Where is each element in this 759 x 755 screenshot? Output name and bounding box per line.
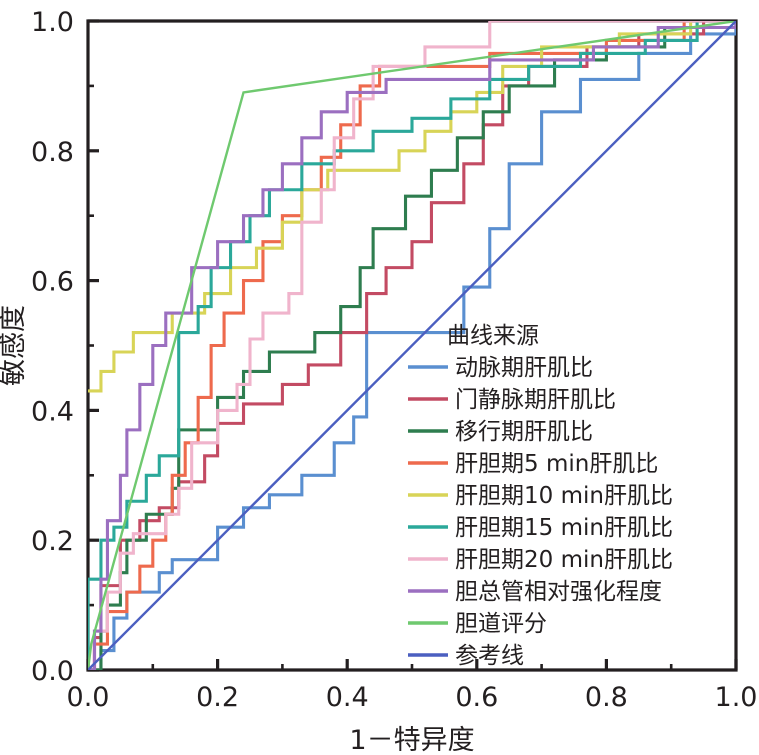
y-tick-label: 0.8 [31, 137, 74, 168]
legend-label-1: 门静脉期肝肌比 [455, 387, 616, 413]
y-axis-tick-labels: 0.0 0.2 0.4 0.6 0.8 1.0 [31, 7, 74, 687]
roc-curve-2 [88, 21, 736, 670]
legend-label-6: 肝胆期20 min肝肌比 [455, 547, 673, 573]
x-axis-title: 1－特异度 [349, 725, 474, 755]
legend-label-5: 肝胆期15 min肝肌比 [455, 515, 673, 541]
legend-label-4: 肝胆期10 min肝肌比 [455, 483, 673, 509]
y-tick-label: 0.0 [31, 656, 74, 687]
x-tick-label: 0.4 [326, 682, 369, 713]
roc-curve-0 [88, 21, 736, 670]
roc-series-group [88, 21, 736, 670]
x-tick-label: 0.2 [196, 682, 239, 713]
y-tick-label: 0.4 [31, 396, 74, 427]
roc-curve-1 [88, 21, 736, 670]
legend-label-2: 移行期肝肌比 [455, 419, 593, 445]
legend-title: 曲线来源 [447, 323, 539, 349]
x-axis-tick-labels: 0.0 0.2 0.4 0.6 0.8 1.0 [67, 682, 758, 713]
legend-label-3: 肝胆期5 min肝肌比 [455, 451, 658, 477]
legend-label-8: 胆道评分 [455, 611, 547, 637]
x-tick-label: 0.6 [455, 682, 498, 713]
roc-curve-6 [88, 21, 736, 670]
roc-curve-9 [88, 21, 736, 670]
y-tick-label: 0.2 [31, 526, 74, 557]
roc-curve-8 [88, 21, 736, 670]
y-tick-label: 1.0 [31, 7, 74, 38]
roc-curve-4 [88, 21, 736, 393]
x-tick-label: 1.0 [715, 682, 758, 713]
y-axis-title: 敏感度 [0, 305, 29, 386]
legend-label-9: 参考线 [455, 643, 524, 669]
legend-label-0: 动脉期肝肌比 [455, 355, 593, 381]
roc-curve-3 [88, 21, 736, 670]
x-tick-label: 0.0 [67, 682, 110, 713]
roc-curve-7 [88, 21, 736, 670]
legend-label-7: 胆总管相对强化程度 [455, 579, 662, 605]
y-tick-label: 0.6 [31, 267, 74, 298]
roc-curve-5 [88, 21, 736, 670]
x-tick-label: 0.8 [585, 682, 628, 713]
